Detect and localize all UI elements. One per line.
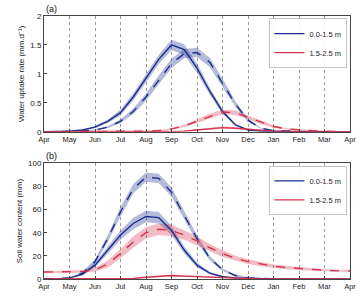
svg-text:1.5-2.5 m: 1.5-2.5 m [309,196,341,205]
svg-text:1.5-2.5 m: 1.5-2.5 m [309,49,341,58]
svg-text:Dec: Dec [241,282,255,291]
svg-text:Sep: Sep [165,282,178,291]
svg-text:1: 1 [37,70,42,79]
svg-text:Mar: Mar [318,282,331,291]
svg-text:0: 0 [37,128,42,137]
svg-text:Apr: Apr [344,135,356,144]
svg-text:Jul: Jul [116,135,126,144]
svg-text:Soil water content (mm): Soil water content (mm) [15,179,24,264]
svg-text:2: 2 [37,12,42,21]
svg-text:0.5: 0.5 [30,99,42,108]
svg-text:Nov: Nov [216,135,230,144]
svg-text:Feb: Feb [293,282,306,291]
svg-text:Jul: Jul [116,282,126,291]
svg-text:Sep: Sep [165,135,178,144]
svg-text:20: 20 [32,252,41,261]
svg-text:0: 0 [37,275,42,284]
svg-text:100: 100 [28,159,42,168]
svg-text:Jun: Jun [89,282,101,291]
svg-text:0.0-1.5 m: 0.0-1.5 m [309,30,341,39]
svg-text:(b): (b) [46,151,57,161]
svg-text:Jun: Jun [89,135,101,144]
svg-text:May: May [62,282,76,291]
svg-text:60: 60 [32,205,41,214]
svg-text:Aug: Aug [139,135,152,144]
svg-text:Mar: Mar [318,135,331,144]
svg-text:Nov: Nov [216,282,230,291]
svg-text:Oct: Oct [191,282,204,291]
svg-text:Apr: Apr [344,282,356,291]
svg-text:0.0-1.5 m: 0.0-1.5 m [309,177,341,186]
svg-text:Water uptake rate (mm.d⁻¹): Water uptake rate (mm.d⁻¹) [17,25,26,122]
svg-text:Feb: Feb [293,135,306,144]
svg-text:May: May [62,135,76,144]
svg-text:Apr: Apr [38,282,50,291]
svg-text:Jan: Jan [267,135,279,144]
svg-text:Aug: Aug [139,282,152,291]
svg-text:Jan: Jan [267,282,279,291]
svg-text:Dec: Dec [241,135,255,144]
svg-text:80: 80 [32,182,41,191]
svg-text:Apr: Apr [38,135,50,144]
svg-text:(a): (a) [46,4,57,14]
svg-text:40: 40 [32,229,41,238]
svg-text:Oct: Oct [191,135,204,144]
svg-text:1.5: 1.5 [30,41,42,50]
